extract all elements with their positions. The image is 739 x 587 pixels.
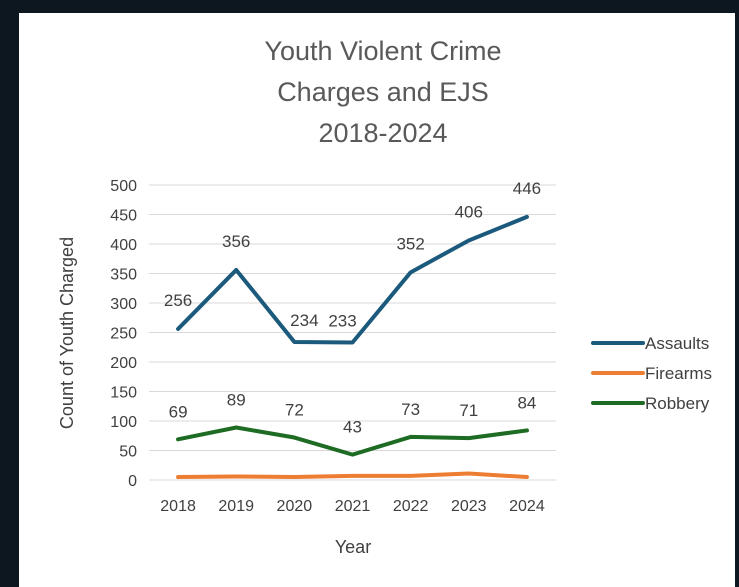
series-line-robbery bbox=[176, 425, 529, 457]
legend-label-assaults: Assaults bbox=[645, 334, 709, 353]
y-tick-label: 150 bbox=[110, 385, 137, 402]
data-label-assaults: 406 bbox=[455, 202, 483, 221]
y-axis-ticks: 0 50 100 150 200 250 300 350 400 450 500 bbox=[110, 178, 137, 490]
chart-title-line-3: 2018-2024 bbox=[318, 118, 447, 148]
data-labels: 256 356 234 233 352 406 446 69 89 72 43 73 71 84 bbox=[164, 179, 541, 437]
data-label-robbery: 84 bbox=[517, 393, 536, 412]
x-axis-ticks: 2018 2019 2020 2021 2022 2023 2024 bbox=[160, 498, 545, 515]
y-tick-label: 50 bbox=[119, 444, 137, 461]
x-tick-label: 2022 bbox=[393, 498, 429, 515]
data-label-assaults: 352 bbox=[396, 234, 424, 253]
data-label-robbery: 71 bbox=[459, 401, 478, 420]
x-tick-label: 2020 bbox=[277, 498, 313, 515]
y-tick-label: 250 bbox=[110, 326, 137, 343]
data-label-assaults: 356 bbox=[222, 232, 250, 251]
chart-card: Youth Violent Crime Charges and EJS 2018… bbox=[19, 13, 735, 587]
x-tick-label: 2021 bbox=[335, 498, 371, 515]
y-tick-label: 100 bbox=[110, 414, 137, 431]
y-tick-label: 200 bbox=[110, 355, 137, 372]
chart-title-line-2: Charges and EJS bbox=[277, 77, 489, 107]
data-label-robbery: 72 bbox=[285, 401, 304, 420]
series-line-firearms bbox=[176, 471, 529, 480]
data-label-assaults: 233 bbox=[328, 312, 356, 331]
x-axis-title: Year bbox=[335, 537, 371, 557]
y-tick-label: 500 bbox=[110, 178, 137, 195]
x-tick-label: 2019 bbox=[218, 498, 254, 515]
legend-label-robbery: Robbery bbox=[645, 394, 710, 413]
chart-title-line-1: Youth Violent Crime bbox=[264, 36, 501, 66]
series-lines bbox=[176, 214, 529, 480]
gridlines bbox=[149, 184, 556, 481]
chart-title: Youth Violent Crime Charges and EJS 2018… bbox=[264, 36, 501, 148]
data-label-robbery: 73 bbox=[401, 400, 420, 419]
x-tick-label: 2023 bbox=[451, 498, 487, 515]
y-tick-label: 450 bbox=[110, 208, 137, 225]
data-label-robbery: 69 bbox=[169, 402, 188, 421]
y-tick-label: 400 bbox=[110, 237, 137, 254]
line-chart: Youth Violent Crime Charges and EJS 2018… bbox=[57, 36, 712, 557]
data-label-assaults: 446 bbox=[513, 179, 541, 198]
series-line-assaults bbox=[176, 214, 529, 345]
data-label-robbery: 89 bbox=[227, 390, 246, 409]
y-tick-label: 300 bbox=[110, 296, 137, 313]
data-label-assaults: 234 bbox=[290, 311, 318, 330]
y-tick-label: 0 bbox=[128, 473, 137, 490]
legend: Assaults Firearms Robbery bbox=[591, 334, 712, 413]
data-label-robbery: 43 bbox=[343, 418, 362, 437]
y-tick-label: 350 bbox=[110, 267, 137, 284]
data-label-assaults: 256 bbox=[164, 291, 192, 310]
x-tick-label: 2024 bbox=[509, 498, 545, 515]
y-axis-title: Count of Youth Charged bbox=[57, 237, 77, 429]
legend-label-firearms: Firearms bbox=[645, 364, 712, 383]
x-tick-label: 2018 bbox=[160, 498, 196, 515]
